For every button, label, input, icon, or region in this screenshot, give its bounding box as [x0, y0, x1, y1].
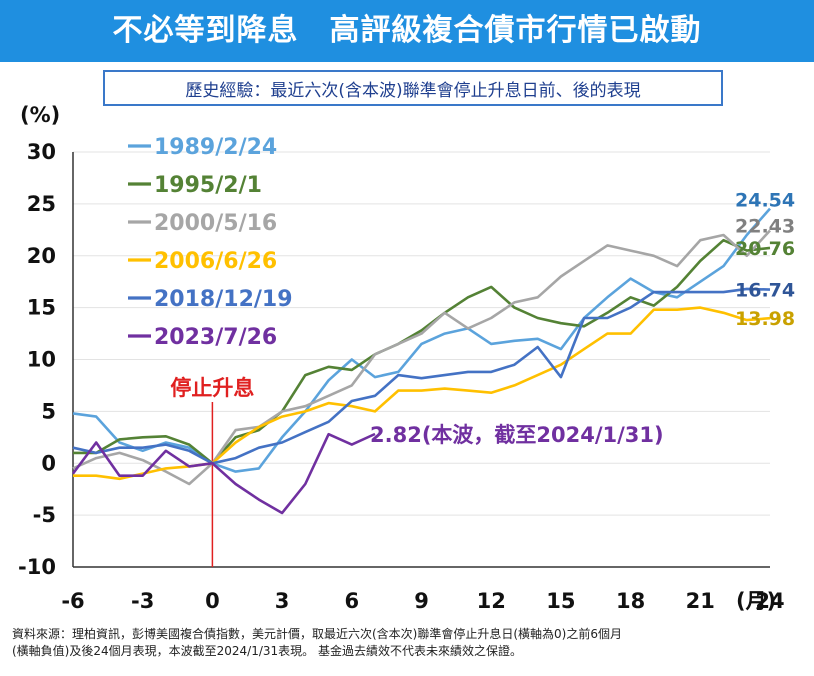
- stop-hike-label: 停止升息: [170, 376, 254, 400]
- x-tick-label: 15: [546, 589, 575, 613]
- x-tick-label: 9: [414, 589, 429, 613]
- chart-subtitle: 歷史經驗：最近六次(含本波)聯準會停止升息日前、後的表現: [103, 70, 723, 106]
- legend-entry: 2023/7/26: [154, 325, 277, 350]
- legend-entry: 1989/2/24: [154, 135, 277, 160]
- title-banner: [0, 0, 814, 62]
- y-tick-label: 20: [27, 244, 56, 268]
- end-value-label: 22.43: [735, 216, 795, 238]
- end-value-label: 24.54: [735, 190, 795, 212]
- y-tick-label: -10: [18, 555, 56, 579]
- x-tick-label: 0: [205, 589, 220, 613]
- legend-entry: 1995/2/1: [154, 173, 262, 198]
- x-tick-label: 24: [755, 589, 784, 613]
- y-tick-label: 5: [41, 399, 56, 423]
- x-axis-label: (月): [736, 589, 776, 613]
- legend-entry: 2006/6/26: [154, 249, 277, 274]
- end-value-label: 16.74: [735, 280, 795, 302]
- y-tick-label: 25: [27, 192, 56, 216]
- x-tick-label: -6: [61, 589, 84, 613]
- x-tick-label: 12: [477, 589, 506, 613]
- x-tick-label: -3: [131, 589, 154, 613]
- footer-line-2: (橫軸負值)及後24個月表現，本波截至2024/1/31表現。 基金過去績效不代…: [12, 644, 522, 658]
- series-line-2000-5-16: [72, 229, 771, 486]
- series-line-2023-7-26: [71, 432, 376, 515]
- y-tick-label: 0: [41, 451, 56, 475]
- y-tick-label: -5: [33, 503, 56, 527]
- page-title: 不必等到降息 高評級複合債市行情已啟動: [112, 13, 702, 48]
- end-value-label: 20.76: [735, 238, 795, 260]
- footer-note: 資料來源：理柏資訊，彭博美國複合債指數，美元計價，取最近六次(含本次)聯準會停止…: [12, 626, 806, 660]
- current-wave-annotation: 2.82(本波，截至2024/1/31): [370, 423, 664, 447]
- legend-entry: 2018/12/19: [154, 287, 293, 312]
- x-tick-label: 3: [275, 589, 290, 613]
- end-value-label: 13.98: [735, 308, 795, 330]
- legend-entry: 2000/5/16: [154, 211, 277, 236]
- y-tick-label: 10: [27, 348, 56, 372]
- y-tick-label: 15: [27, 296, 56, 320]
- x-tick-label: 21: [686, 589, 715, 613]
- y-tick-label: 30: [27, 140, 56, 164]
- footer-line-1: 資料來源：理柏資訊，彭博美國複合債指數，美元計價，取最近六次(含本次)聯準會停止…: [12, 627, 623, 641]
- y-axis-label: (%): [20, 103, 60, 127]
- x-tick-label: 18: [616, 589, 645, 613]
- series-line-1995-2-1: [73, 238, 771, 465]
- series-line-2018-12-19: [72, 287, 771, 465]
- x-tick-label: 6: [344, 589, 359, 613]
